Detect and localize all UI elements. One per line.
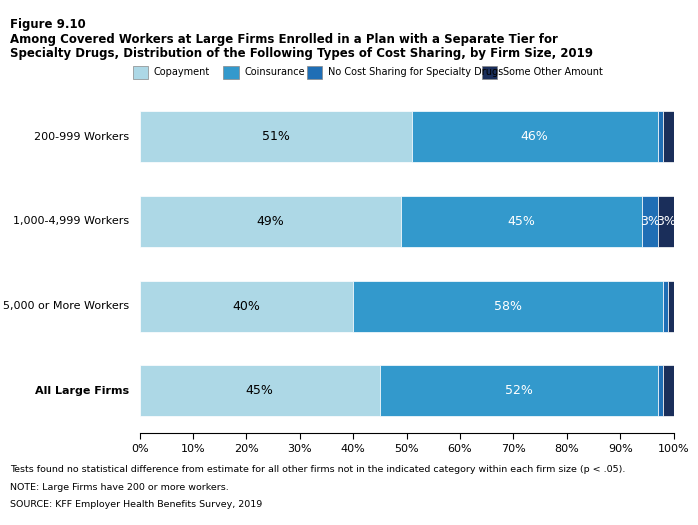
Bar bbox=[658, 196, 674, 247]
Text: Coinsurance: Coinsurance bbox=[244, 67, 305, 78]
Text: 40%: 40% bbox=[232, 300, 260, 313]
Text: 45%: 45% bbox=[246, 384, 274, 397]
Text: 45%: 45% bbox=[507, 215, 535, 228]
Text: 3%: 3% bbox=[639, 215, 660, 228]
Text: Figure 9.10: Figure 9.10 bbox=[10, 18, 87, 31]
Text: No Cost Sharing for Specialty Drugs: No Cost Sharing for Specialty Drugs bbox=[328, 67, 503, 78]
Bar bbox=[140, 111, 412, 162]
Text: All Large Firms: All Large Firms bbox=[35, 386, 129, 396]
Text: Among Covered Workers at Large Firms Enrolled in a Plan with a Separate Tier for: Among Covered Workers at Large Firms Enr… bbox=[10, 33, 558, 46]
Bar bbox=[668, 281, 674, 332]
Bar bbox=[641, 196, 658, 247]
Text: 46%: 46% bbox=[521, 130, 549, 143]
Bar bbox=[140, 365, 380, 416]
Bar bbox=[663, 365, 674, 416]
Bar bbox=[658, 111, 663, 162]
Text: 51%: 51% bbox=[262, 130, 290, 143]
Bar bbox=[380, 365, 658, 416]
Bar bbox=[412, 111, 658, 162]
Bar bbox=[140, 196, 401, 247]
Text: 1,000-4,999 Workers: 1,000-4,999 Workers bbox=[13, 216, 129, 226]
Text: Copayment: Copayment bbox=[154, 67, 210, 78]
Text: 52%: 52% bbox=[505, 384, 533, 397]
Bar bbox=[663, 281, 668, 332]
Text: Tests found no statistical difference from estimate for all other firms not in t: Tests found no statistical difference fr… bbox=[10, 465, 626, 474]
Text: Specialty Drugs, Distribution of the Following Types of Cost Sharing, by Firm Si: Specialty Drugs, Distribution of the Fol… bbox=[10, 47, 593, 60]
Text: 3%: 3% bbox=[655, 215, 676, 228]
Bar bbox=[401, 196, 641, 247]
Text: 5,000 or More Workers: 5,000 or More Workers bbox=[3, 301, 129, 311]
Text: 49%: 49% bbox=[257, 215, 284, 228]
Text: SOURCE: KFF Employer Health Benefits Survey, 2019: SOURCE: KFF Employer Health Benefits Sur… bbox=[10, 500, 262, 509]
Text: Some Other Amount: Some Other Amount bbox=[503, 67, 602, 78]
Bar bbox=[663, 111, 674, 162]
Bar bbox=[353, 281, 663, 332]
Text: 200-999 Workers: 200-999 Workers bbox=[34, 132, 129, 142]
Bar bbox=[658, 365, 663, 416]
Bar bbox=[140, 281, 353, 332]
Text: NOTE: Large Firms have 200 or more workers.: NOTE: Large Firms have 200 or more worke… bbox=[10, 483, 229, 492]
Text: 58%: 58% bbox=[494, 300, 522, 313]
